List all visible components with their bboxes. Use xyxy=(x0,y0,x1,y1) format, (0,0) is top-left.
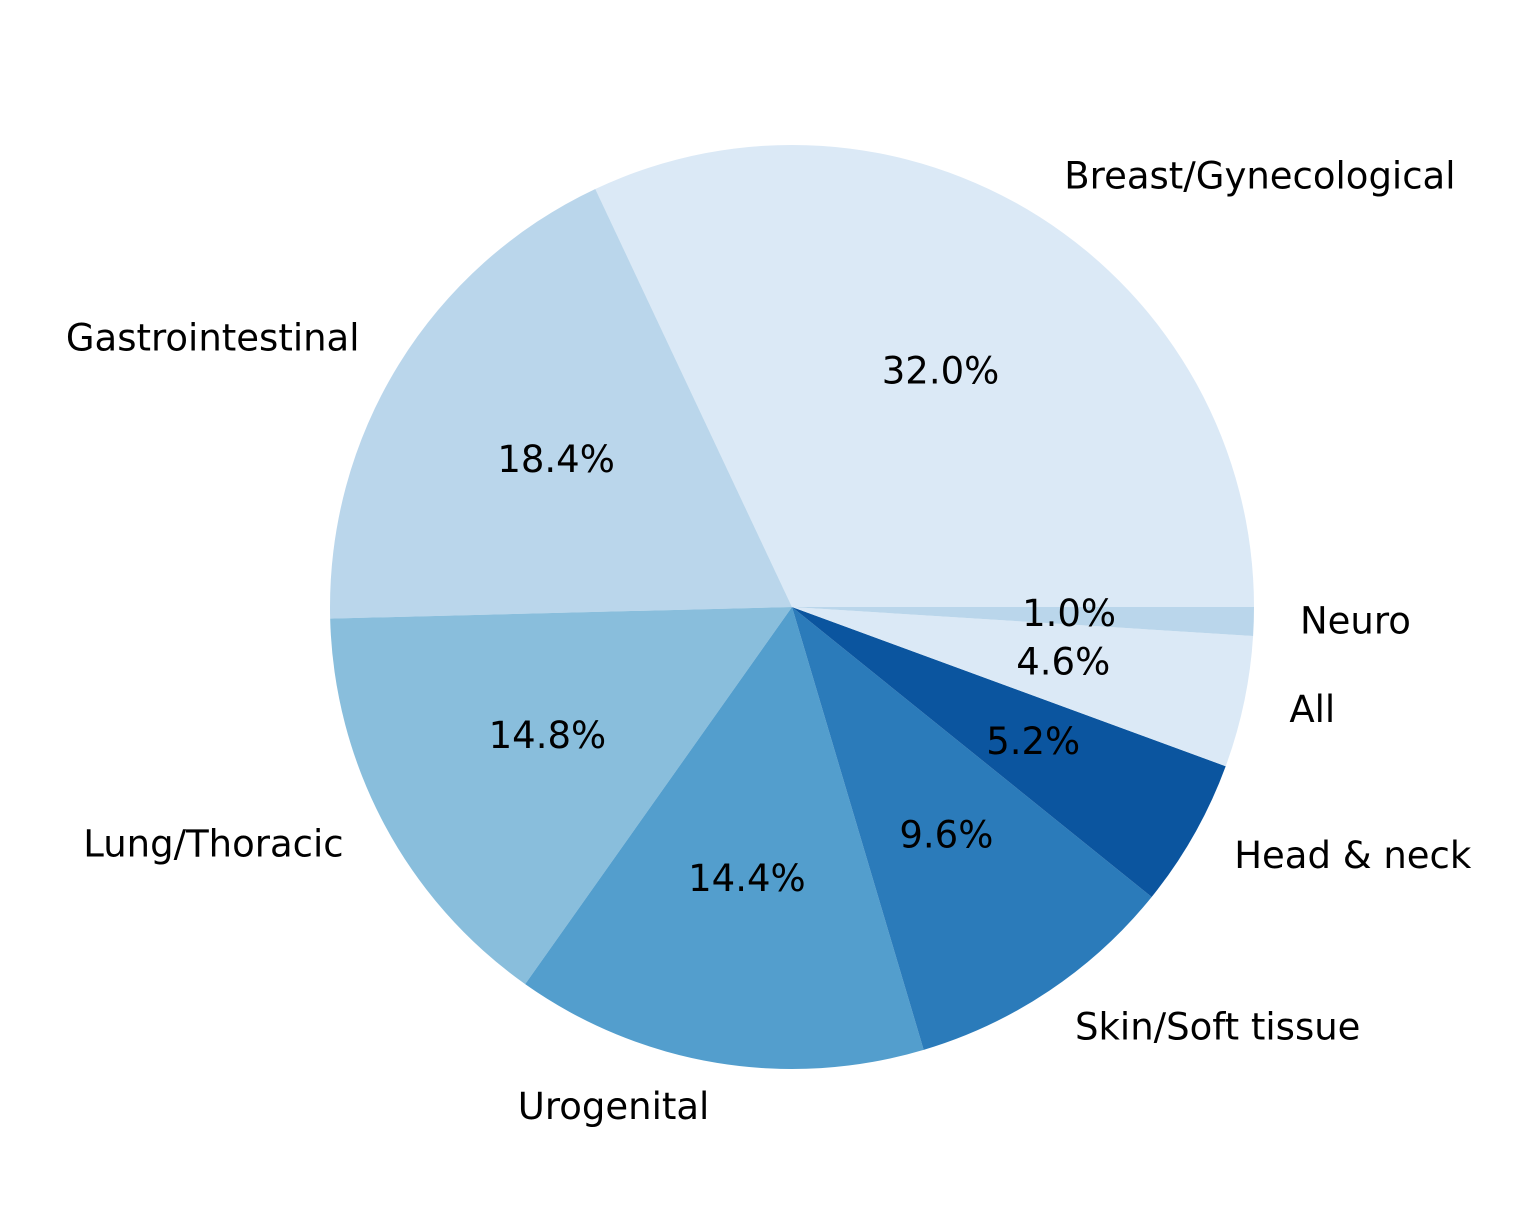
pie-slice-7 xyxy=(792,607,1254,637)
pie-slices xyxy=(329,145,1254,1069)
slice-label-7: Neuro xyxy=(1300,599,1411,642)
pie-slice-5 xyxy=(792,607,1226,897)
slice-percent-6: 4.6% xyxy=(1016,641,1110,684)
pie-slice-4 xyxy=(792,607,1152,1050)
pie-slice-2 xyxy=(330,607,792,985)
slice-label-2: Lung/Thoracic xyxy=(83,823,343,866)
slice-label-4: Skin/Soft tissue xyxy=(1075,1006,1360,1049)
slice-label-6: All xyxy=(1289,688,1335,731)
slice-percent-2: 14.8% xyxy=(489,714,607,757)
slice-label-1: Gastrointestinal xyxy=(66,317,360,360)
pie-labels: Breast/Gynecological 32.0% Gastrointestina… xyxy=(66,154,1472,1128)
slice-percent-0: 32.0% xyxy=(882,349,1000,392)
pie-slice-3 xyxy=(525,607,924,1069)
slice-percent-7: 1.0% xyxy=(1022,592,1116,635)
pie-slice-0 xyxy=(595,145,1254,607)
slice-percent-4: 9.6% xyxy=(899,814,993,857)
slice-label-3: Urogenital xyxy=(518,1085,710,1128)
pie-slice-1 xyxy=(329,188,792,619)
slice-percent-5: 5.2% xyxy=(986,720,1080,763)
slice-label-5: Head & neck xyxy=(1234,834,1472,877)
slice-percent-1: 18.4% xyxy=(497,438,615,481)
slice-label-0: Breast/Gynecological xyxy=(1064,154,1455,197)
pie-slice-6 xyxy=(792,607,1254,767)
slice-percent-3: 14.4% xyxy=(688,857,806,900)
